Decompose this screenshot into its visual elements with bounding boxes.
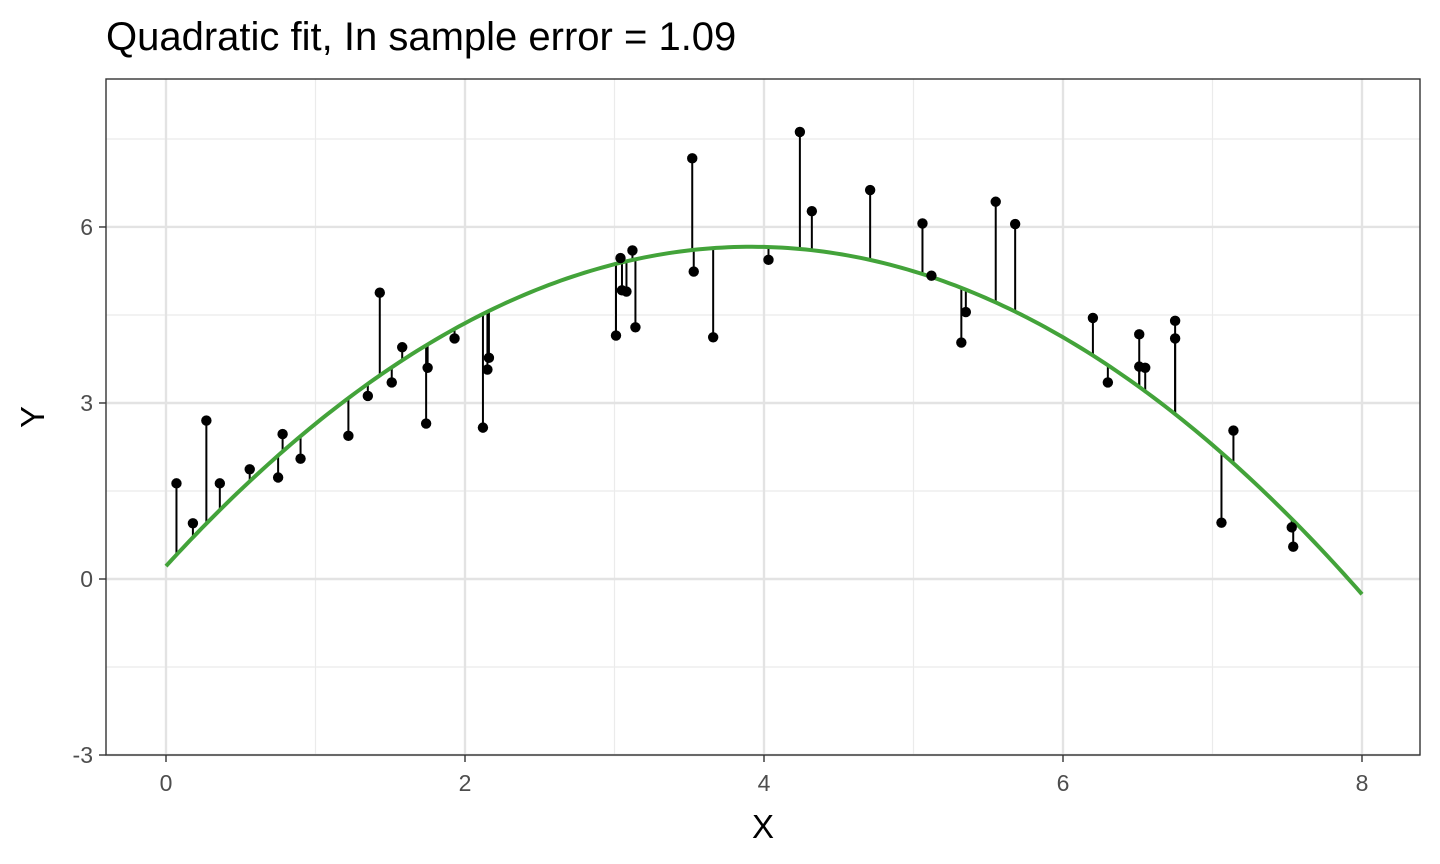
data-point <box>374 287 385 298</box>
data-point <box>763 254 774 266</box>
data-point <box>277 428 288 440</box>
data-point <box>627 245 638 256</box>
data-point <box>1140 362 1151 373</box>
data-point <box>420 418 432 429</box>
data-points <box>171 126 1299 552</box>
fit-curve <box>164 244 1364 596</box>
axis-ticks: 0 2 4 6 8 -3 0 3 6 <box>73 214 1369 796</box>
x-tick-label: 6 <box>1057 770 1070 796</box>
data-point <box>1216 517 1227 528</box>
data-point <box>483 352 495 364</box>
data-point <box>187 518 199 529</box>
data-point <box>917 218 928 229</box>
panel-border <box>105 78 1421 756</box>
data-point <box>990 196 1001 207</box>
data-point <box>630 322 641 333</box>
data-point <box>343 430 354 442</box>
data-point <box>956 337 967 348</box>
data-point <box>295 453 306 464</box>
data-point <box>201 415 212 426</box>
data-point <box>422 362 433 373</box>
y-tick-label: -3 <box>73 742 93 768</box>
grid <box>106 79 1420 757</box>
data-point <box>960 306 972 318</box>
data-point <box>610 330 622 341</box>
data-point <box>171 478 182 489</box>
data-point <box>1288 541 1299 552</box>
data-point <box>449 333 460 344</box>
data-point <box>1169 333 1181 344</box>
data-point <box>1087 312 1099 324</box>
data-point <box>615 252 626 264</box>
data-point <box>1102 377 1114 388</box>
data-point <box>687 153 698 164</box>
data-point <box>864 184 876 196</box>
x-tick-label: 0 <box>160 770 173 796</box>
x-tick-label: 8 <box>1356 770 1369 796</box>
data-point <box>244 464 255 475</box>
data-point <box>806 205 818 217</box>
y-axis-title: Y <box>14 406 51 428</box>
data-point <box>482 364 493 375</box>
x-tick-label: 2 <box>459 770 472 796</box>
data-point <box>1228 425 1239 436</box>
x-tick-label: 4 <box>758 770 771 796</box>
data-point <box>1286 522 1297 533</box>
data-point <box>621 286 632 297</box>
data-point <box>272 472 284 483</box>
data-point <box>707 332 719 343</box>
data-point <box>477 422 489 433</box>
residual-lines <box>175 131 1295 555</box>
data-point <box>397 342 408 353</box>
data-point <box>794 126 806 138</box>
x-axis-title: X <box>752 808 774 845</box>
data-point <box>1134 329 1145 340</box>
y-tick-label: 3 <box>80 390 93 416</box>
data-point <box>362 390 374 402</box>
data-point <box>386 377 397 388</box>
y-tick-label: 6 <box>80 214 93 240</box>
data-point <box>1169 315 1181 327</box>
y-tick-label: 0 <box>80 566 93 592</box>
data-point <box>214 478 226 489</box>
chart-title: Quadratic fit, In sample error = 1.09 <box>106 15 736 59</box>
data-point <box>688 266 699 277</box>
data-point <box>926 270 937 281</box>
data-point <box>1009 218 1021 230</box>
